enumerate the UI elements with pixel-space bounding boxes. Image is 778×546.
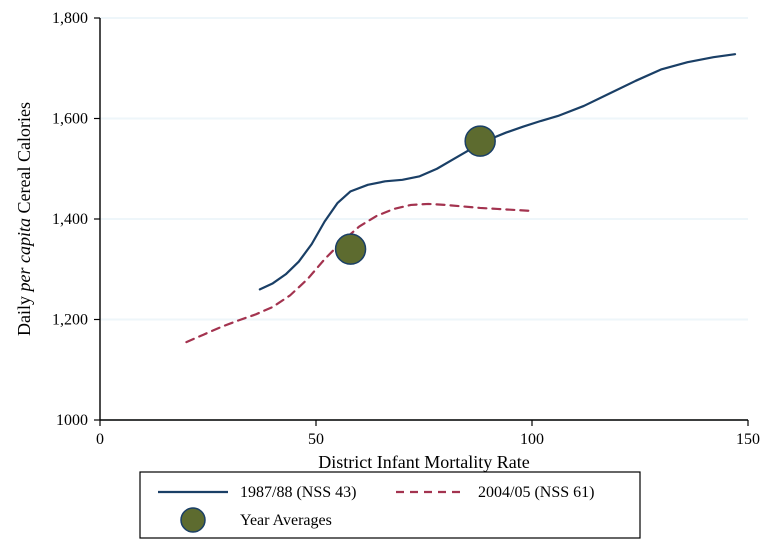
y-tick-label: 1,400 bbox=[52, 211, 88, 228]
y-tick-label: 1,800 bbox=[52, 10, 88, 27]
y-tick-label: 1,600 bbox=[52, 111, 88, 128]
legend-label-2004: 2004/05 (NSS 61) bbox=[478, 484, 594, 501]
legend-label-1987: 1987/88 (NSS 43) bbox=[240, 484, 356, 501]
x-tick-label: 100 bbox=[520, 431, 544, 448]
x-tick-label: 0 bbox=[96, 431, 104, 448]
chart-container: 0 50 100 150 1000 1,200 1,400 1,600 1,800 Distric… bbox=[0, 0, 778, 546]
year-average-marker bbox=[336, 234, 366, 264]
legend-label-averages: Year Averages bbox=[240, 512, 332, 529]
x-tick-label: 150 bbox=[736, 431, 760, 448]
legend-box bbox=[140, 472, 640, 538]
y-tick-label: 1000 bbox=[56, 412, 88, 429]
year-average-marker bbox=[465, 126, 495, 156]
x-tick-label: 50 bbox=[308, 431, 324, 448]
y-tick-label: 1,200 bbox=[52, 312, 88, 329]
y-axis-title: Daily per capita Cereal Calories bbox=[14, 102, 34, 336]
x-axis-title: District Infant Mortality Rate bbox=[318, 452, 529, 472]
legend-swatch-averages bbox=[181, 508, 205, 532]
chart-svg: 0 50 100 150 1000 1,200 1,400 1,600 1,800 Distric… bbox=[0, 0, 778, 546]
